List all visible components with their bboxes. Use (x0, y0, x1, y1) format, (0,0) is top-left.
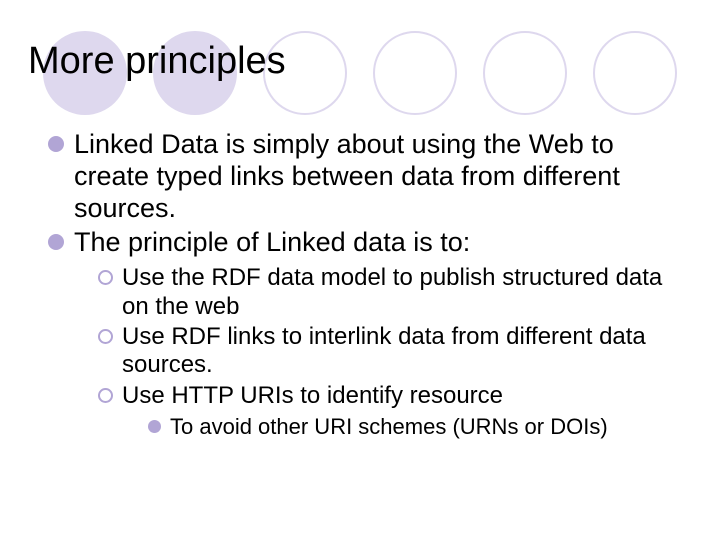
list-item: Linked Data is simply about using the We… (48, 129, 692, 225)
bullet-list-level3: To avoid other URI schemes (URNs or DOIs… (122, 414, 692, 440)
ring-bullet-icon (98, 270, 113, 285)
ring-bullet-icon (98, 388, 113, 403)
list-item-text: Use the RDF data model to publish struct… (122, 264, 662, 319)
list-item-text: Use RDF links to interlink data from dif… (122, 323, 646, 378)
list-item: Use the RDF data model to publish struct… (98, 264, 692, 321)
bullet-list-level1: Linked Data is simply about using the We… (28, 129, 692, 440)
list-item-text: Use HTTP URIs to identify resource (122, 382, 503, 409)
list-item: The principle of Linked data is to: Use … (48, 227, 692, 441)
list-item-text: To avoid other URI schemes (URNs or DOIs… (170, 414, 608, 439)
disc-bullet-icon (148, 420, 161, 433)
bullet-list-level2: Use the RDF data model to publish struct… (74, 264, 692, 440)
slide-title: More principles (28, 40, 692, 83)
list-item-text: Linked Data is simply about using the We… (74, 129, 620, 223)
list-item: Use RDF links to interlink data from dif… (98, 323, 692, 380)
disc-bullet-icon (48, 136, 64, 152)
slide-content: More principles Linked Data is simply ab… (0, 0, 720, 462)
list-item: Use HTTP URIs to identify resource To av… (98, 382, 692, 441)
list-item-text: The principle of Linked data is to: (74, 227, 470, 257)
list-item: To avoid other URI schemes (URNs or DOIs… (148, 414, 692, 440)
ring-bullet-icon (98, 329, 113, 344)
disc-bullet-icon (48, 234, 64, 250)
